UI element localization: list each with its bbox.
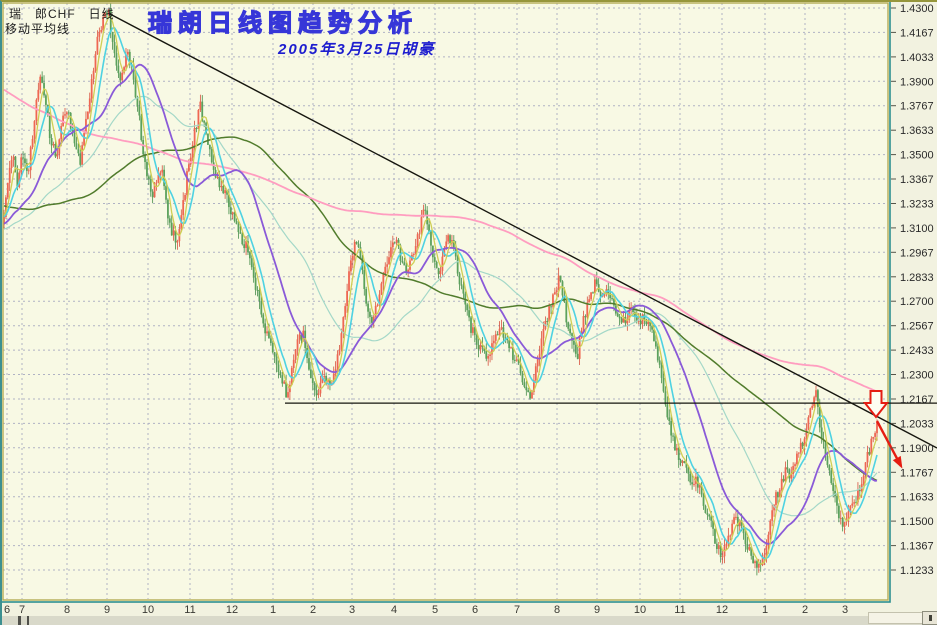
x-axis-label: 12 (226, 604, 238, 616)
x-axis-label: 9 (104, 604, 110, 616)
bottom-strip (2, 616, 937, 625)
x-axis-label: 6 (4, 604, 10, 616)
y-axis-label: 1.2700 (900, 296, 934, 308)
y-axis-label: 1.3767 (900, 101, 934, 113)
y-axis-label: 1.2300 (900, 370, 934, 382)
plot-frame-outer (2, 2, 891, 603)
plot-frame-inner (2, 2, 889, 601)
symbol-label: 瑞 郎CHF 日线 (9, 7, 115, 21)
x-axis-label: 4 (391, 604, 397, 616)
y-axis-label: 1.3233 (900, 199, 934, 211)
plot-background (2, 2, 890, 602)
y-axis-label: 1.4300 (900, 3, 934, 15)
moving-average-label: 移动平均线 (5, 22, 71, 36)
forecast-down-arrow (875, 420, 903, 469)
y-axis-label: 1.1900 (900, 443, 934, 455)
x-axis-label: 5 (432, 604, 438, 616)
ma-line-ma10 (3, 27, 878, 560)
x-axis-label: 7 (19, 604, 25, 616)
downtrend-line (109, 13, 937, 449)
scrollbar-left-stub[interactable] (18, 616, 29, 625)
y-axis-label: 1.3900 (900, 76, 934, 88)
y-axis-label: 1.2567 (900, 321, 934, 333)
y-axis-label: 1.3100 (900, 223, 934, 235)
x-axis-label: 10 (634, 604, 646, 616)
y-axis-label: 1.3633 (900, 125, 934, 137)
y-axis-label: 1.2833 (900, 272, 934, 284)
y-axis-label: 1.4167 (900, 27, 934, 39)
ma-line-ma120 (3, 136, 878, 482)
x-axis-label: 2 (310, 604, 316, 616)
x-axis-label: 3 (349, 604, 355, 616)
hollow-down-arrow-icon (862, 390, 890, 419)
y-axis-label: 1.2033 (900, 418, 934, 430)
x-axis-label: 2 (802, 604, 808, 616)
y-axis-label: 1.1633 (900, 492, 934, 504)
y-axis-label: 1.3367 (900, 174, 934, 186)
y-axis-label: 1.2167 (900, 394, 934, 406)
x-axis-label: 1 (762, 604, 768, 616)
y-axis-label: 1.2967 (900, 247, 934, 259)
scrollbar-arrow-button[interactable] (922, 611, 937, 625)
y-axis-label: 1.2433 (900, 345, 934, 357)
y-axis-label: 1.1767 (900, 467, 934, 479)
x-axis-label: 3 (842, 604, 848, 616)
ma-line-ma250 (3, 88, 878, 393)
x-axis-label: 7 (514, 604, 520, 616)
y-axis-label: 1.4033 (900, 52, 934, 64)
y-axis-label: 1.1500 (900, 516, 934, 528)
horizontal-scrollbar-track[interactable] (868, 612, 923, 624)
ma-line-ma5 (3, 16, 878, 565)
x-axis-label: 9 (594, 604, 600, 616)
y-axis-label: 1.1233 (900, 565, 934, 577)
scrollbar-glyph (928, 615, 932, 621)
chart-title: 瑞朗日线图趋势分析 (147, 9, 418, 37)
x-axis-label: 1 (270, 604, 276, 616)
x-axis-label: 6 (472, 604, 478, 616)
ma-lines-layer (3, 16, 878, 565)
y-axis-label: 1.3500 (900, 150, 934, 162)
x-axis-label: 11 (184, 604, 195, 616)
x-axis-label: 8 (64, 604, 70, 616)
y-axis: 1.4300 1.4167 1.4033 1.3900 1.3767 1.3633 1.35… (891, 3, 934, 577)
ma-line-ma30 (3, 63, 878, 545)
x-axis-label: 8 (554, 604, 560, 616)
y-axis-label: 1.1367 (900, 541, 934, 553)
x-axis-label: 11 (674, 604, 685, 616)
ma-line-ma60 (3, 95, 878, 517)
chart-subtitle: 2005年3月25日胡豪 (278, 41, 436, 58)
x-axis-label: 12 (716, 604, 728, 616)
x-axis-label: 10 (142, 604, 154, 616)
x-axis: 6 7 8 9 10 11 12 1 2 3 4 5 6 7 8 9 10 11 12 1 2 3 (4, 604, 848, 616)
